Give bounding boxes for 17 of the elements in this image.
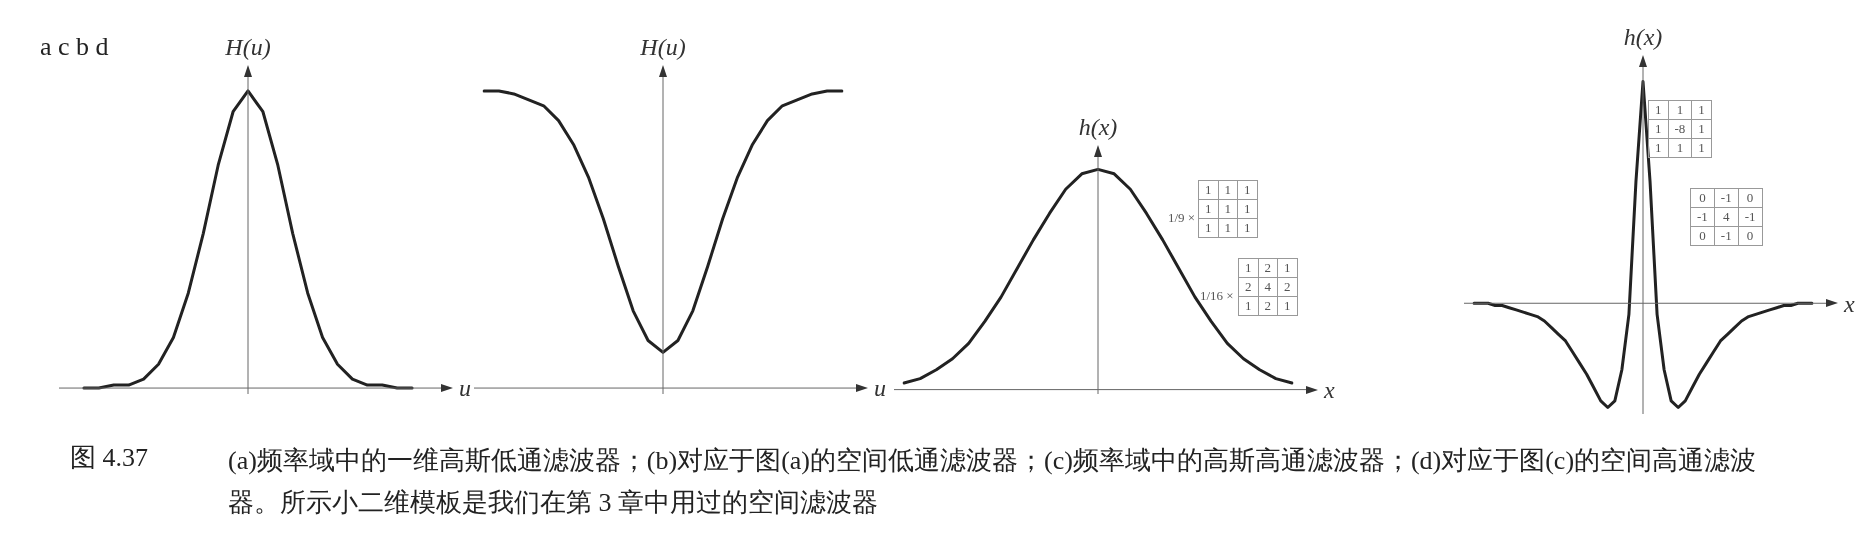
text: 1 2 1 2 4 2 1 2 1 [1245, 260, 1291, 313]
y-axis-title: H(u) [639, 34, 686, 61]
x-axis-title: u [459, 375, 471, 402]
text: 1 1 1 1 -8 1 1 1 1 [1655, 102, 1705, 155]
text: (a)频率域中的一维高斯低通滤波器；(b)对应于图(a)的空间低通滤波器；(c)频率域中的高斯高通滤波器；(d)对应于图(c)的空间高通滤波器。所示小二维模板是我们在第 3 章中用过的空间滤波器 [228, 445, 1758, 519]
y-axis-title: H(u) [224, 34, 271, 61]
annotation: 1/9 × [1168, 210, 1196, 226]
text: a c b d [40, 32, 109, 62]
annotation: 1/16 × [1200, 288, 1234, 304]
text: 1 1 1 1 1 1 1 1 1 [1205, 182, 1251, 235]
y-axis-title: h(x) [1078, 114, 1118, 141]
caption: 图 4.37 [70, 442, 148, 474]
x-axis-title: u [874, 375, 886, 402]
x-axis-title: x [1843, 290, 1855, 317]
y-axis-title: h(x) [1623, 24, 1663, 51]
x-axis-title: x [1323, 376, 1335, 403]
text: 0 -1 0 -1 4 -1 0 -1 0 [1697, 190, 1756, 243]
